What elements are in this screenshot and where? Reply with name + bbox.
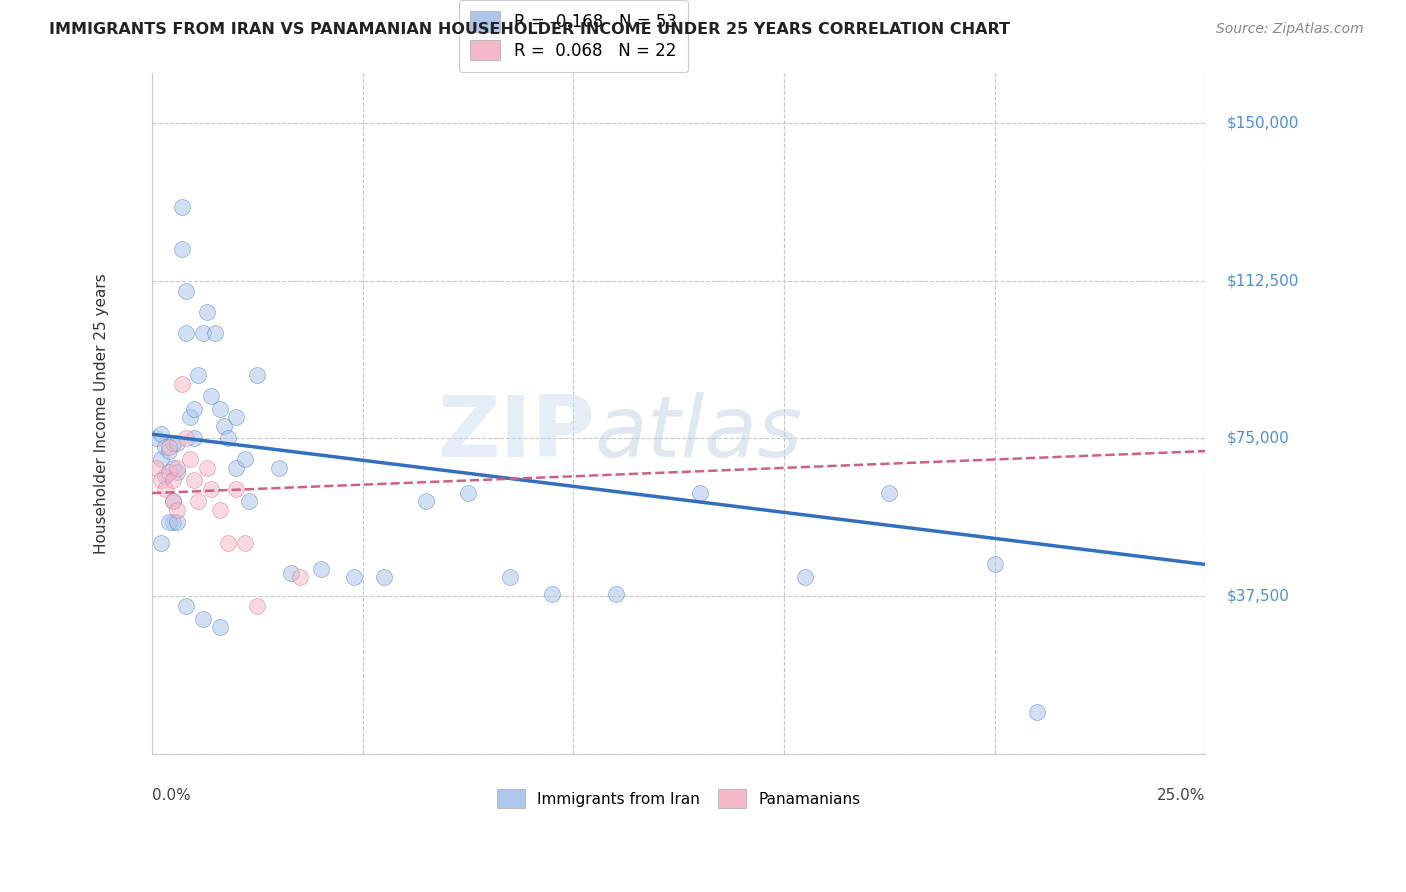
Point — [170, 243, 193, 257]
Point — [457, 486, 479, 500]
Point — [212, 418, 235, 433]
Point — [217, 432, 239, 446]
Point — [157, 516, 180, 530]
Point — [183, 402, 205, 417]
Point — [149, 536, 172, 550]
Point — [794, 570, 817, 584]
Point — [343, 570, 366, 584]
Text: $37,500: $37,500 — [1226, 589, 1289, 604]
Point — [195, 305, 218, 319]
Point — [233, 536, 256, 550]
Point — [179, 410, 201, 425]
Point — [145, 461, 167, 475]
Point — [166, 503, 188, 517]
Point — [157, 444, 180, 458]
Text: 0.0%: 0.0% — [152, 788, 191, 803]
Point — [183, 432, 205, 446]
Point — [309, 562, 332, 576]
Point — [179, 452, 201, 467]
Point — [145, 432, 167, 446]
Point — [174, 599, 197, 614]
Point — [157, 440, 180, 454]
Point — [162, 474, 184, 488]
Text: atlas: atlas — [595, 392, 803, 475]
Point — [225, 461, 247, 475]
Point — [1025, 705, 1047, 719]
Text: IMMIGRANTS FROM IRAN VS PANAMANIAN HOUSEHOLDER INCOME UNDER 25 YEARS CORRELATION: IMMIGRANTS FROM IRAN VS PANAMANIAN HOUSE… — [49, 22, 1010, 37]
Text: Householder Income Under 25 years: Householder Income Under 25 years — [94, 273, 110, 554]
Text: 25.0%: 25.0% — [1157, 788, 1205, 803]
Point — [415, 494, 437, 508]
Point — [174, 326, 197, 341]
Text: $150,000: $150,000 — [1226, 116, 1299, 131]
Point — [166, 516, 188, 530]
Point — [246, 599, 269, 614]
Point — [183, 474, 205, 488]
Point — [191, 612, 214, 626]
Point — [170, 201, 193, 215]
Point — [267, 461, 290, 475]
Text: ZIP: ZIP — [437, 392, 595, 475]
Point — [166, 465, 188, 479]
Point — [200, 482, 222, 496]
Legend: Immigrants from Iran, Panamanians: Immigrants from Iran, Panamanians — [491, 783, 866, 814]
Point — [162, 494, 184, 508]
Point — [238, 494, 260, 508]
Point — [217, 536, 239, 550]
Point — [170, 376, 193, 391]
Point — [233, 452, 256, 467]
Point — [166, 461, 188, 475]
Point — [605, 587, 627, 601]
Point — [166, 435, 188, 450]
Point — [541, 587, 564, 601]
Point — [153, 469, 176, 483]
Point — [208, 620, 231, 634]
Point — [149, 474, 172, 488]
Text: $75,000: $75,000 — [1226, 431, 1289, 446]
Point — [162, 461, 184, 475]
Text: Source: ZipAtlas.com: Source: ZipAtlas.com — [1216, 22, 1364, 37]
Point — [149, 452, 172, 467]
Point — [174, 432, 197, 446]
Point — [689, 486, 711, 500]
Point — [208, 402, 231, 417]
Point — [225, 410, 247, 425]
Point — [204, 326, 226, 341]
Point — [225, 482, 247, 496]
Point — [280, 566, 302, 580]
Point — [984, 558, 1007, 572]
Point — [162, 516, 184, 530]
Point — [879, 486, 901, 500]
Point — [499, 570, 522, 584]
Point — [246, 368, 269, 383]
Point — [208, 503, 231, 517]
Point — [157, 465, 180, 479]
Point — [149, 427, 172, 442]
Point — [153, 440, 176, 454]
Point — [195, 461, 218, 475]
Text: $112,500: $112,500 — [1226, 274, 1299, 288]
Point — [153, 482, 176, 496]
Point — [162, 435, 184, 450]
Point — [187, 494, 209, 508]
Point — [200, 389, 222, 403]
Point — [187, 368, 209, 383]
Point — [373, 570, 395, 584]
Point — [174, 285, 197, 299]
Point — [288, 570, 311, 584]
Point — [191, 326, 214, 341]
Point — [162, 494, 184, 508]
